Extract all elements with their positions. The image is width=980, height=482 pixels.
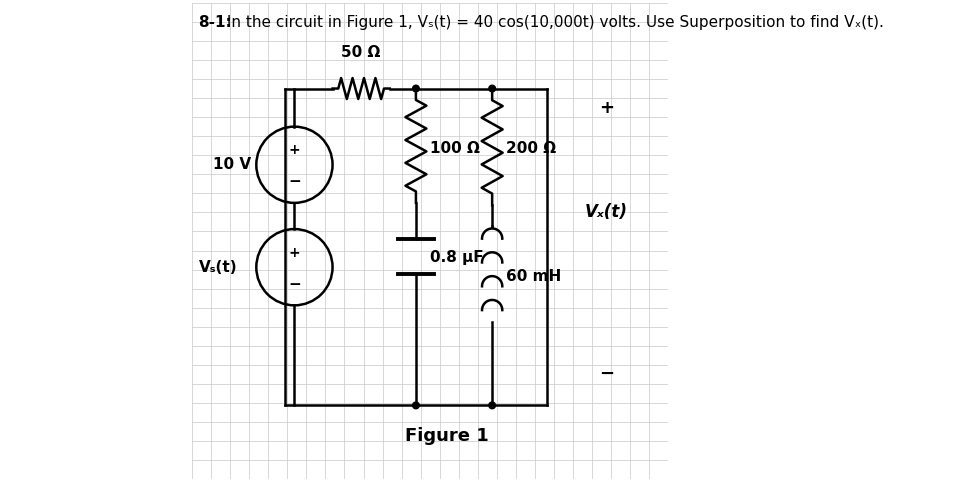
Circle shape (413, 402, 419, 409)
Text: −: − (288, 277, 301, 292)
Circle shape (489, 85, 496, 92)
Text: 0.8 μF: 0.8 μF (430, 250, 484, 265)
Text: 200 Ω: 200 Ω (507, 141, 557, 156)
Text: 10 V: 10 V (214, 157, 252, 172)
Text: −: − (599, 365, 614, 383)
Circle shape (413, 85, 419, 92)
Text: +: + (289, 143, 300, 157)
Text: In the circuit in Figure 1, Vₛ(t) = 40 cos(10,000t) volts. Use Superposition to : In the circuit in Figure 1, Vₛ(t) = 40 c… (221, 14, 883, 30)
Text: 100 Ω: 100 Ω (430, 141, 480, 156)
Text: 50 Ω: 50 Ω (341, 45, 381, 60)
Text: 60 mH: 60 mH (507, 269, 562, 284)
Text: 8-1:: 8-1: (198, 14, 231, 30)
Circle shape (489, 402, 496, 409)
Text: Vₛ(t): Vₛ(t) (199, 260, 237, 275)
Text: −: − (288, 174, 301, 189)
Text: +: + (289, 246, 300, 260)
Text: +: + (599, 99, 614, 117)
Text: Vₓ(t): Vₓ(t) (585, 203, 628, 221)
Text: Figure 1: Figure 1 (405, 428, 489, 445)
